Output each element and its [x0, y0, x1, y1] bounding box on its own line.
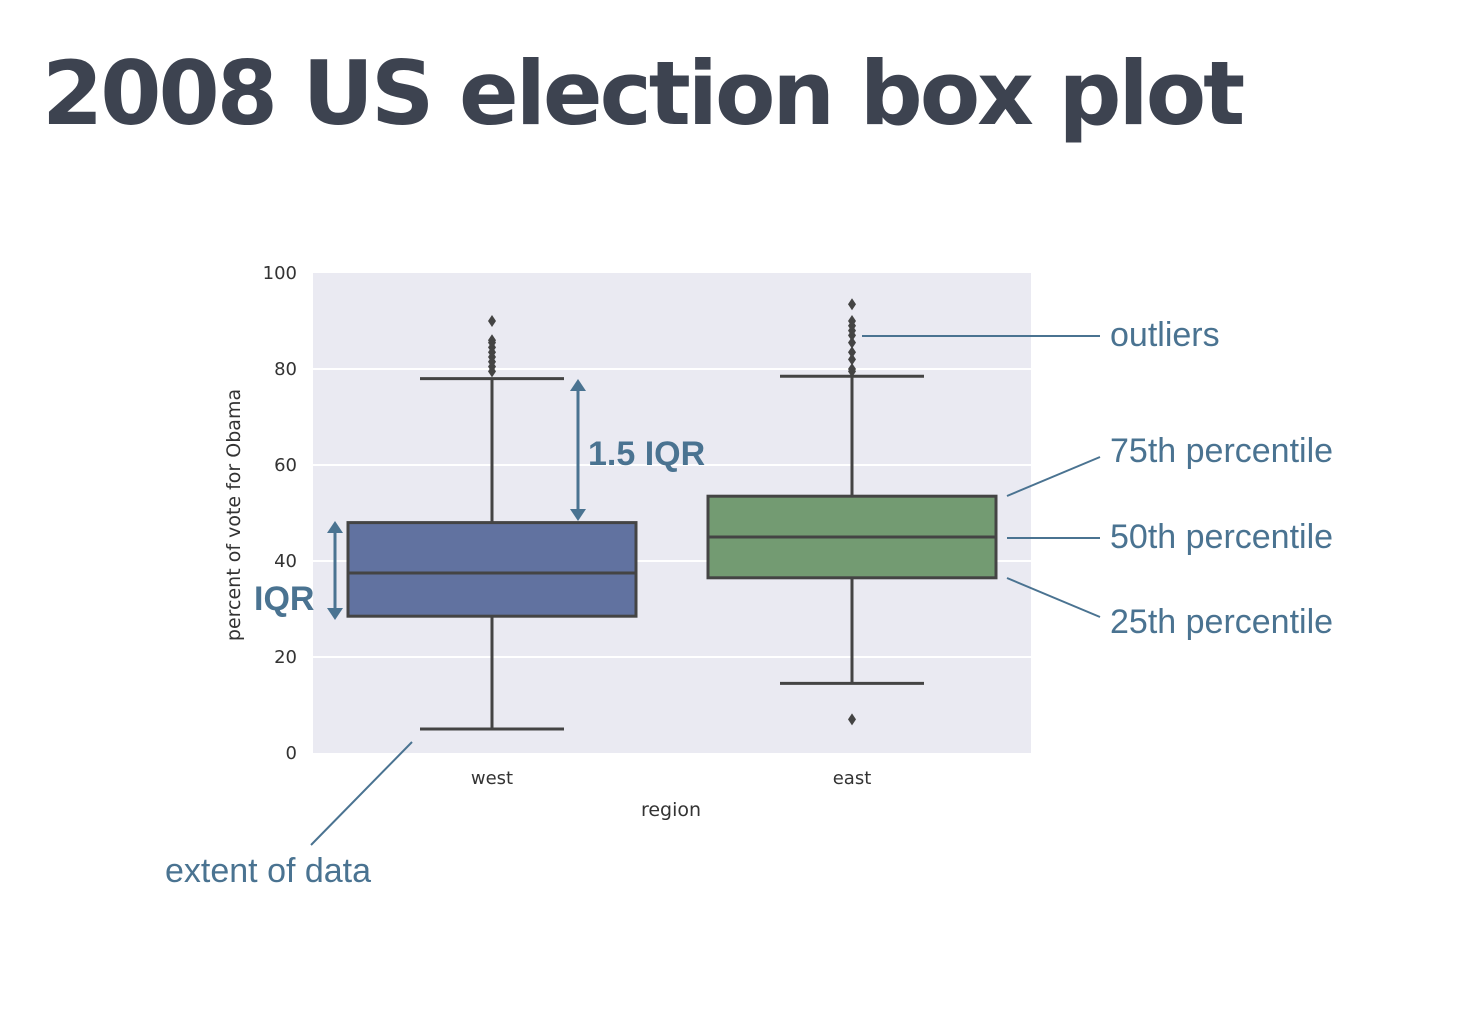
extent-pointer-line: [310, 741, 413, 846]
iqr-1-5-label: 1.5 IQR: [588, 435, 705, 473]
outlier-point: [848, 363, 856, 375]
outlier-point: [848, 315, 856, 327]
outlier-point: [488, 334, 496, 347]
x-tick-label: west: [471, 768, 513, 789]
y-tick-label: 100: [263, 263, 297, 284]
iqr-1-5-arrow: [570, 379, 586, 521]
y-tick-label: 40: [274, 551, 297, 572]
outlier-point: [488, 315, 496, 327]
p25-pointer-line: [1006, 577, 1101, 618]
page-title: 2008 US election box plot: [42, 42, 1245, 145]
y-tick-label: 80: [274, 359, 297, 380]
outlier-point: [848, 336, 856, 349]
x-tick-labels: west east: [471, 768, 871, 789]
y-tick-labels: 0 20 40 60 80 100: [263, 263, 297, 764]
p75-label: 75th percentile: [1110, 432, 1333, 470]
p25-label: 25th percentile: [1110, 603, 1333, 641]
outlier-point: [848, 346, 856, 359]
box-west: [346, 315, 638, 731]
y-tick-label: 20: [274, 647, 297, 668]
iqr-label: IQR: [254, 580, 314, 618]
p50-label: 50th percentile: [1110, 518, 1333, 556]
iqr-arrow: [327, 521, 343, 620]
outliers-label: outliers: [1110, 316, 1220, 354]
y-tick-label: 0: [286, 743, 297, 764]
outlier-point: [848, 298, 856, 311]
p75-pointer-line: [1006, 456, 1101, 497]
iqr-box: [346, 521, 638, 618]
y-axis-label: percent of vote for Obama: [223, 389, 245, 641]
annotations: outliers 75th percentile 50th percentile…: [165, 316, 1333, 890]
x-tick-label: east: [833, 768, 872, 789]
x-axis-label: region: [641, 799, 701, 821]
boxes: [346, 298, 998, 731]
extent-label: extent of data: [165, 852, 371, 890]
box-east: [706, 298, 998, 726]
y-tick-label: 60: [274, 455, 297, 476]
outlier-point: [848, 713, 856, 726]
outlier-point: [848, 353, 856, 366]
